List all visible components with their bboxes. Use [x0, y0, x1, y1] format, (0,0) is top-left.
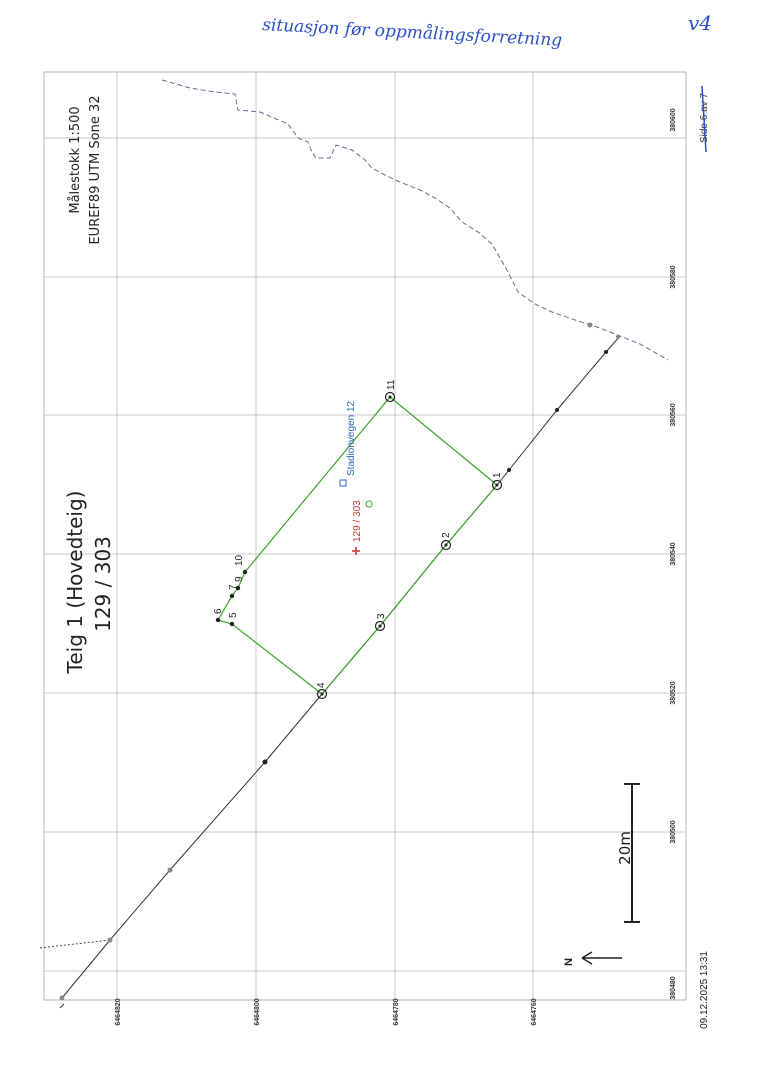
point-label: 2	[441, 532, 452, 538]
northing-tick-label: 6464760	[531, 998, 538, 1025]
easting-ticks: 380480 380500 380520 380540 380560 38058…	[670, 108, 677, 999]
point-label: 4	[316, 682, 327, 688]
point-label: 3	[376, 613, 387, 619]
scale-bar-label: 20m	[616, 831, 634, 865]
parcel-cross-icon	[352, 547, 360, 555]
point-label: 11	[386, 379, 397, 390]
road-line	[61, 335, 621, 999]
point-label: 1	[492, 472, 503, 478]
northing-tick-label: 6464820	[115, 998, 122, 1025]
parcel-centroid-icon	[365, 500, 373, 508]
easting-tick-label: 380480	[670, 976, 677, 999]
crs-text: EUREF89 UTM Sone 32	[88, 95, 103, 244]
coastline	[161, 79, 669, 361]
grid-lines	[44, 72, 686, 1000]
parcel-label: 129 / 303	[352, 500, 363, 542]
map-frame	[43, 71, 687, 1001]
point-label: 5	[228, 612, 239, 618]
north-label: N	[563, 958, 575, 966]
point-label: 10	[234, 554, 245, 566]
point-label: 7	[228, 584, 239, 590]
northing-tick-label: 6464800	[254, 998, 261, 1025]
north-arrow-icon	[581, 951, 622, 965]
easting-tick-label: 380540	[670, 542, 677, 565]
map-title: Teig 1 (Hovedteig)	[63, 491, 87, 675]
boundary-points	[215, 391, 503, 700]
road-end-tick	[59, 1003, 65, 1009]
point-labels: 1 2 3 4 5 6 7 9 10 11	[213, 379, 503, 688]
handwritten-title: situasjon før oppmålingsforretning	[262, 15, 563, 51]
coast-edge-dotted	[39, 939, 111, 949]
easting-tick-label: 380580	[670, 265, 677, 288]
northing-tick-label: 6464780	[393, 998, 400, 1025]
easting-tick-label: 380560	[670, 403, 677, 426]
easting-tick-label: 380520	[670, 681, 677, 704]
easting-tick-label: 380500	[670, 820, 677, 843]
parcel-boundary	[217, 396, 498, 695]
road-vertices	[59, 322, 620, 1001]
scale-bar	[624, 783, 640, 923]
version-note: v4	[688, 11, 712, 35]
scale-text: Målestokk 1:500	[68, 106, 83, 213]
northing-ticks: 6464820 6464800 6464780 6464760	[115, 998, 538, 1025]
easting-tick-label: 380600	[670, 108, 677, 131]
point-label: 6	[213, 608, 224, 614]
address-square-icon	[339, 479, 347, 487]
timestamp: 09.12.2025 13:31	[699, 951, 710, 1029]
point-label: 9	[234, 576, 245, 582]
page-number: Side 6 av 7	[699, 85, 710, 153]
road-label: Stadionvegen 12	[346, 400, 357, 476]
map-subtitle: 129 / 303	[91, 536, 115, 632]
page-number-strike	[701, 85, 707, 153]
